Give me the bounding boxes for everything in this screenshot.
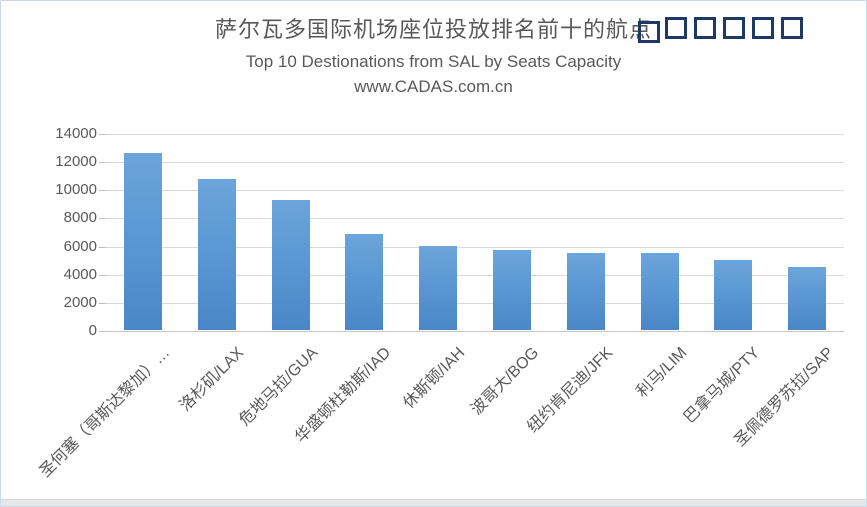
missing-glyph-box [723,17,745,39]
gridline-10000 [106,190,844,192]
gridline-14000 [106,134,844,135]
bar-7 [566,253,605,330]
plot-area [106,134,844,332]
bar-10 [788,266,827,330]
bar-6 [492,249,531,330]
y-axis-label-0: 0 [88,322,97,339]
y-axis-label-6000: 6000 [63,237,97,255]
y-axis-label-10000: 10000 [55,181,97,199]
y-tick-12000 [99,162,106,164]
gridline-4000 [106,274,844,276]
y-tick-10000 [99,190,106,192]
missing-glyph-box [781,17,803,39]
y-tick-14000 [99,134,106,135]
chart-subtitle: Top 10 Destionations from SAL by Seats C… [245,52,622,71]
y-axis-label-4000: 4000 [63,265,97,283]
chart-title: 萨尔瓦多国际机场座位投放排名前十的航点 [214,17,652,42]
bar-3 [271,199,310,330]
gridline-2000 [106,302,844,304]
missing-glyph-box [694,17,716,39]
bottom-strip [1,499,866,506]
missing-glyph-box [638,21,660,43]
y-axis-label-2000: 2000 [63,293,97,311]
bar-9 [714,260,753,330]
missing-glyph-box [665,17,687,39]
y-tick-8000 [99,218,106,220]
bar-2 [197,179,236,330]
gridline-8000 [106,218,844,220]
gridline-6000 [106,246,844,248]
bar-4 [345,233,384,330]
gridline-12000 [106,162,844,164]
y-axis-label-8000: 8000 [63,209,97,227]
bar-5 [419,246,458,330]
y-tick-4000 [99,274,106,276]
missing-glyph-box [752,17,774,39]
bar-8 [640,253,679,330]
y-tick-0 [99,331,106,332]
chart-header: 萨尔瓦多国际机场座位投放排名前十的航点 Top 10 Destionations… [1,15,866,99]
bar-1 [123,152,162,330]
y-axis-label-12000: 12000 [55,153,97,171]
y-tick-2000 [99,302,106,304]
y-tick-6000 [99,246,106,248]
y-axis-label-14000: 14000 [55,125,97,142]
watermark-url: www.CADAS.com.cn [354,77,513,96]
missing-glyph-boxes [638,17,803,43]
x-axis-line [106,331,844,332]
